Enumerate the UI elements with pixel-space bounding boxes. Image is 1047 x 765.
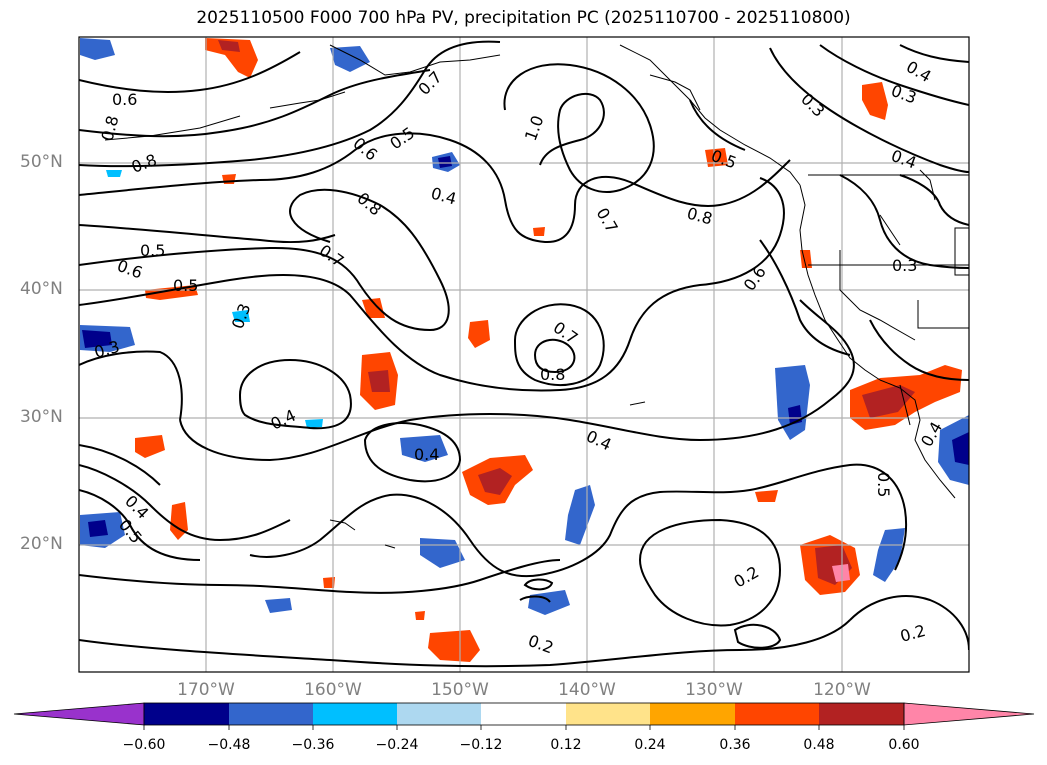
precip-blob bbox=[305, 419, 323, 428]
colorbar-tick-label: −0.60 bbox=[122, 737, 166, 753]
precip-blob bbox=[323, 577, 335, 588]
precip-shading bbox=[80, 38, 969, 662]
contour-label: 0.5 bbox=[173, 276, 198, 295]
colorbar-segment bbox=[819, 703, 904, 725]
contour-label: 0.5 bbox=[874, 472, 893, 497]
lon-label: 160°W bbox=[304, 680, 362, 700]
colorbar-extend-high bbox=[903, 702, 1035, 726]
precip-blob bbox=[873, 528, 905, 582]
contour-label: 0.3 bbox=[892, 256, 917, 275]
colorbar-frame bbox=[143, 702, 905, 726]
pv-contours bbox=[79, 40, 969, 668]
precip-blob bbox=[952, 432, 969, 465]
colorbar-segment bbox=[313, 703, 397, 725]
precip-blob bbox=[438, 156, 452, 168]
precip-blob bbox=[400, 435, 448, 462]
colorbar-segment bbox=[650, 703, 735, 725]
precip-blob bbox=[135, 435, 165, 458]
coastlines bbox=[104, 44, 969, 549]
lon-label: 150°W bbox=[431, 680, 489, 700]
colorbar-tick-label: −0.48 bbox=[207, 737, 251, 753]
precip-blob bbox=[415, 611, 425, 620]
precip-blob bbox=[428, 630, 480, 662]
precip-blob bbox=[330, 46, 370, 72]
precip-blob bbox=[218, 40, 240, 52]
precip-blob bbox=[205, 38, 258, 78]
precip-blob bbox=[862, 82, 888, 120]
lat-label: 40°N bbox=[20, 279, 63, 299]
colorbar-tick-label: 0.48 bbox=[803, 737, 835, 753]
colorbar-segment bbox=[229, 703, 313, 725]
precip-blob bbox=[80, 38, 115, 60]
precip-blob bbox=[832, 564, 850, 582]
colorbar-segment bbox=[481, 703, 566, 725]
lon-label: 140°W bbox=[558, 680, 616, 700]
precip-blob bbox=[755, 490, 778, 502]
precip-blob bbox=[368, 370, 390, 392]
lat-label: 20°N bbox=[20, 534, 63, 554]
precip-blob bbox=[88, 520, 108, 537]
precip-blob bbox=[362, 298, 385, 318]
lon-label: 130°W bbox=[685, 680, 743, 700]
lat-label: 50°N bbox=[20, 152, 63, 172]
precip-blob bbox=[533, 227, 545, 236]
colorbar-tick-label: 0.60 bbox=[888, 737, 920, 753]
precip-blob bbox=[82, 330, 112, 348]
precip-blob bbox=[265, 598, 292, 613]
lon-label: 120°W bbox=[813, 680, 871, 700]
colorbar-tick-label: −0.24 bbox=[375, 737, 419, 753]
lon-label: 170°W bbox=[177, 680, 235, 700]
precip-blob bbox=[232, 310, 250, 322]
lat-label: 30°N bbox=[20, 407, 63, 427]
chart-title: 2025110500 F000 700 hPa PV, precipitatio… bbox=[196, 8, 851, 28]
colorbar-tick-label: 0.36 bbox=[719, 737, 751, 753]
precip-blob bbox=[106, 170, 122, 177]
precip-blob bbox=[468, 320, 490, 348]
map-frame bbox=[78, 36, 970, 673]
contour-label: 0.5 bbox=[140, 241, 165, 260]
contour-label: 0.6 bbox=[112, 90, 137, 109]
colorbar-segment bbox=[397, 703, 481, 725]
colorbar-tick-label: 0.12 bbox=[550, 737, 582, 753]
colorbar bbox=[13, 702, 1035, 730]
colorbar-segment bbox=[566, 703, 650, 725]
contour-label: 0.4 bbox=[414, 445, 439, 464]
colorbar-tick-label: 0.24 bbox=[634, 737, 666, 753]
precip-blob bbox=[705, 148, 728, 167]
colorbar-tick-label: −0.12 bbox=[459, 737, 503, 753]
colorbar-extend-low bbox=[13, 702, 145, 726]
precip-blob bbox=[478, 468, 512, 495]
map-gridlines bbox=[79, 37, 969, 672]
contour-label: 0.8 bbox=[540, 365, 565, 384]
colorbar-segment bbox=[735, 703, 819, 725]
colorbar-segment bbox=[144, 703, 229, 725]
colorbar-tick-label: −0.36 bbox=[291, 737, 335, 753]
